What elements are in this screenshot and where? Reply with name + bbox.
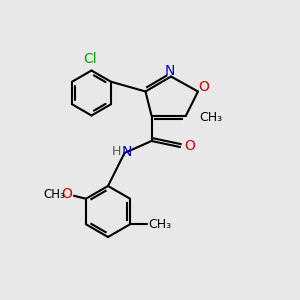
Text: CH₃: CH₃ bbox=[43, 188, 65, 201]
Text: O: O bbox=[61, 187, 72, 201]
Text: CH₃: CH₃ bbox=[148, 218, 171, 231]
Text: O: O bbox=[198, 80, 209, 94]
Text: O: O bbox=[184, 139, 195, 152]
Text: H: H bbox=[111, 145, 121, 158]
Text: Cl: Cl bbox=[83, 52, 97, 65]
Text: N: N bbox=[164, 64, 175, 78]
Text: CH₃: CH₃ bbox=[200, 111, 223, 124]
Text: N: N bbox=[122, 145, 132, 158]
